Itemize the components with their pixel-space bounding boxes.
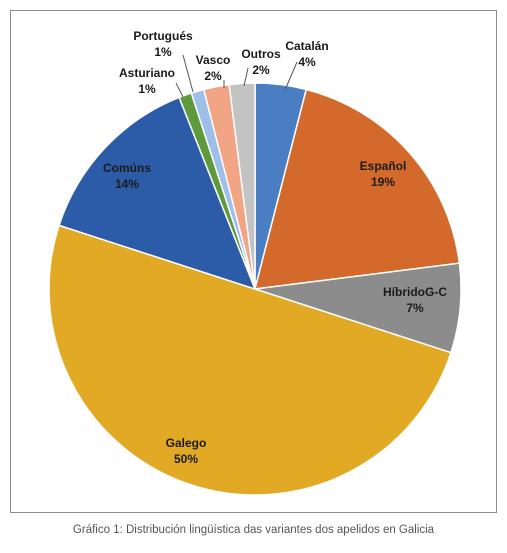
- slice-label-vasco: Vasco 2%: [196, 53, 231, 83]
- pie-slice-galego: [48, 224, 452, 496]
- pie-slices: [48, 82, 462, 496]
- pie-slice-outros: [228, 82, 256, 290]
- leader-lines: [175, 54, 298, 98]
- leader-line-portugu-s: [182, 54, 194, 93]
- slice-category-text: Vasco: [196, 53, 231, 67]
- slice-percent-text: 14%: [115, 177, 139, 191]
- pie-slice-espa-ol: [253, 88, 461, 290]
- slice-percent-text: 4%: [298, 55, 316, 69]
- leader-line-outros: [243, 67, 249, 87]
- slice-category-text: Portugués: [133, 29, 193, 43]
- slice-label-galego: Galego 50%: [166, 436, 207, 466]
- slice-percent-text: 7%: [406, 301, 424, 315]
- slice-label-asturiano: Asturiano 1%: [119, 66, 175, 96]
- slice-label-outros: Outros 2%: [241, 47, 281, 77]
- slice-category-text: HíbridoG-C: [383, 285, 447, 299]
- slice-category-text: Outros: [241, 47, 281, 61]
- slice-label-portugu-s: Portugués 1%: [133, 29, 193, 59]
- pie-slice-com-ns: [58, 96, 257, 291]
- slice-label-h-bridog-c: HíbridoG-C 7%: [383, 285, 447, 315]
- leader-line-catal-n: [284, 61, 298, 91]
- slice-percent-text: 1%: [138, 82, 156, 96]
- slice-category-text: Catalán: [285, 39, 328, 53]
- slice-category-text: Comúns: [103, 161, 151, 175]
- slice-labels: Catalán 4% Español 19% HíbridoG-C 7% Galego 50%…: [103, 29, 447, 466]
- slice-percent-text: 2%: [252, 63, 270, 77]
- slice-percent-text: 2%: [204, 69, 222, 83]
- figure-caption: Gráfico 1: Distribución lingüística das …: [72, 524, 435, 536]
- slice-label-espa-ol: Español 19%: [360, 159, 407, 189]
- slice-label-com-ns: Comúns 14%: [103, 161, 151, 191]
- slice-category-text: Galego: [166, 436, 207, 450]
- leader-line-asturiano: [175, 82, 184, 98]
- slice-percent-text: 19%: [371, 175, 395, 189]
- slice-percent-text: 50%: [174, 452, 198, 466]
- slice-label-catal-n: Catalán 4%: [285, 39, 328, 69]
- slice-percent-text: 1%: [154, 45, 172, 59]
- slice-category-text: Español: [360, 159, 407, 173]
- slice-category-text: Asturiano: [119, 66, 175, 80]
